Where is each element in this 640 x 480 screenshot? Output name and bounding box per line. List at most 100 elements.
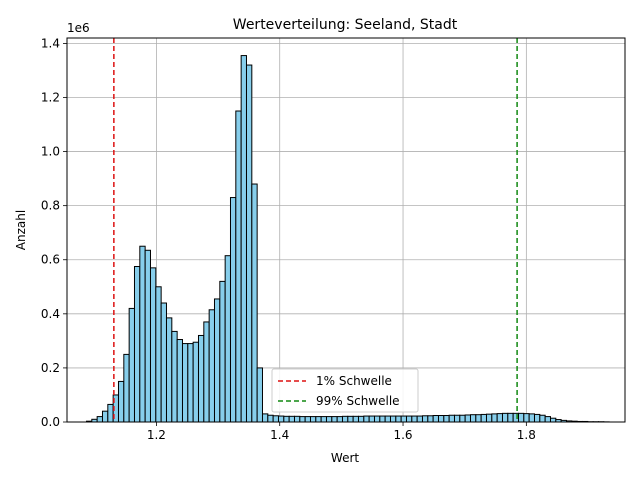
histogram-bar xyxy=(544,416,551,423)
histogram-bar xyxy=(219,280,226,423)
histogram-bar xyxy=(187,343,194,423)
histogram-bar xyxy=(395,415,402,423)
y-tick-label: 0.0 xyxy=(41,415,60,429)
histogram-bar xyxy=(128,307,135,423)
histogram-bar xyxy=(272,415,279,423)
x-tick-label: 1.6 xyxy=(393,428,412,442)
histogram-bar xyxy=(368,415,375,423)
histogram-bar xyxy=(288,415,295,423)
histogram-bar xyxy=(416,415,423,423)
histogram-bar xyxy=(235,110,242,423)
histogram-bar xyxy=(464,414,471,423)
legend-label-1pct: 1% Schwelle xyxy=(316,374,392,388)
histogram-bar xyxy=(176,339,183,423)
histogram-bar xyxy=(384,415,391,423)
histogram-bar xyxy=(373,415,381,423)
histogram-bar xyxy=(496,413,503,423)
histogram-bar xyxy=(357,415,365,423)
histogram-bar xyxy=(400,415,407,423)
histogram-bar xyxy=(181,343,189,423)
y-offset-text: 1e6 xyxy=(67,21,90,35)
histogram-bar xyxy=(459,414,466,423)
histogram-bar xyxy=(448,414,455,423)
histogram-bar xyxy=(501,412,509,423)
histogram-bar xyxy=(165,317,173,423)
histogram-bar xyxy=(283,415,290,423)
x-axis-label: Wert xyxy=(331,451,359,465)
histogram-bar xyxy=(539,414,546,423)
histogram-bar xyxy=(352,415,359,423)
y-axis-label: Anzahl xyxy=(14,210,28,250)
histogram-bar xyxy=(197,334,205,423)
histogram-bar xyxy=(261,413,269,423)
histogram-bar xyxy=(171,330,178,423)
histogram-bar xyxy=(229,197,237,423)
histogram-bar xyxy=(427,415,434,423)
histogram-bar xyxy=(224,255,231,423)
histogram-bar xyxy=(411,415,418,423)
histogram-bar xyxy=(245,64,253,423)
histogram-bar xyxy=(251,183,258,423)
x-tick-label: 1.2 xyxy=(147,428,166,442)
y-tick-label: 1.4 xyxy=(41,36,60,50)
histogram-bar xyxy=(133,266,141,423)
histogram-bar xyxy=(480,413,487,423)
histogram-bar xyxy=(469,414,477,423)
histogram-bar xyxy=(267,414,274,423)
histogram-bar xyxy=(320,416,327,423)
histogram-bar xyxy=(336,416,343,423)
histogram-bar xyxy=(523,413,530,423)
histogram-bar xyxy=(160,302,167,423)
x-tick-label: 1.8 xyxy=(517,428,536,442)
histogram-bar xyxy=(101,410,109,423)
histogram-bar xyxy=(203,321,210,423)
histogram-bar xyxy=(277,415,285,423)
histogram-bar xyxy=(533,413,541,423)
histogram-bar xyxy=(149,267,157,423)
ticks-layer: 1.2 1.4 1.6 1.8 0.0 0.2 0.4 0.6 0.8 1.0 1.2 1.4 xyxy=(41,36,536,442)
y-tick-label: 1.2 xyxy=(41,90,60,104)
histogram-bar xyxy=(491,413,498,423)
histogram-bar xyxy=(144,249,151,423)
histogram-bar xyxy=(309,416,317,423)
histogram-bar xyxy=(453,414,461,423)
histogram-bar xyxy=(213,298,221,423)
histogram-bar xyxy=(475,414,482,423)
y-tick-label: 1.0 xyxy=(41,145,60,159)
histogram-bar xyxy=(139,245,146,423)
histogram-bar xyxy=(528,413,535,423)
histogram-bar xyxy=(549,417,557,423)
y-tick-label: 0.8 xyxy=(41,199,60,213)
histogram-bar xyxy=(437,415,445,423)
histogram-bar xyxy=(107,403,114,423)
histogram-bar xyxy=(405,415,413,423)
histogram-bar xyxy=(96,416,103,423)
histogram-bar xyxy=(363,415,370,423)
histogram-bar xyxy=(123,353,130,423)
y-tick-label: 0.4 xyxy=(41,307,60,321)
x-tick-label: 1.4 xyxy=(270,428,289,442)
histogram-bar xyxy=(117,380,125,423)
histogram-bar xyxy=(443,415,450,423)
histogram-bar xyxy=(421,415,429,423)
y-tick-label: 0.6 xyxy=(41,253,60,267)
histogram-bar xyxy=(325,416,333,423)
legend-box xyxy=(271,368,419,413)
y-tick-label: 0.2 xyxy=(41,361,60,375)
histogram-bar xyxy=(517,412,525,423)
chart-title: Werteverteilung: Seeland, Stadt xyxy=(233,17,458,33)
histogram-bar xyxy=(299,416,306,423)
histogram-bar xyxy=(208,309,215,423)
histogram-bar xyxy=(293,415,301,423)
legend-label-99pct: 99% Schwelle xyxy=(316,394,400,408)
histogram-bar xyxy=(304,416,311,423)
histogram-bar xyxy=(331,416,338,423)
histogram-bar xyxy=(485,413,493,423)
histogram-bar xyxy=(256,367,263,423)
histogram-bar xyxy=(507,412,514,423)
histogram-bar xyxy=(432,415,439,423)
histogram-bar xyxy=(341,415,349,423)
histogram-bar xyxy=(155,286,162,423)
